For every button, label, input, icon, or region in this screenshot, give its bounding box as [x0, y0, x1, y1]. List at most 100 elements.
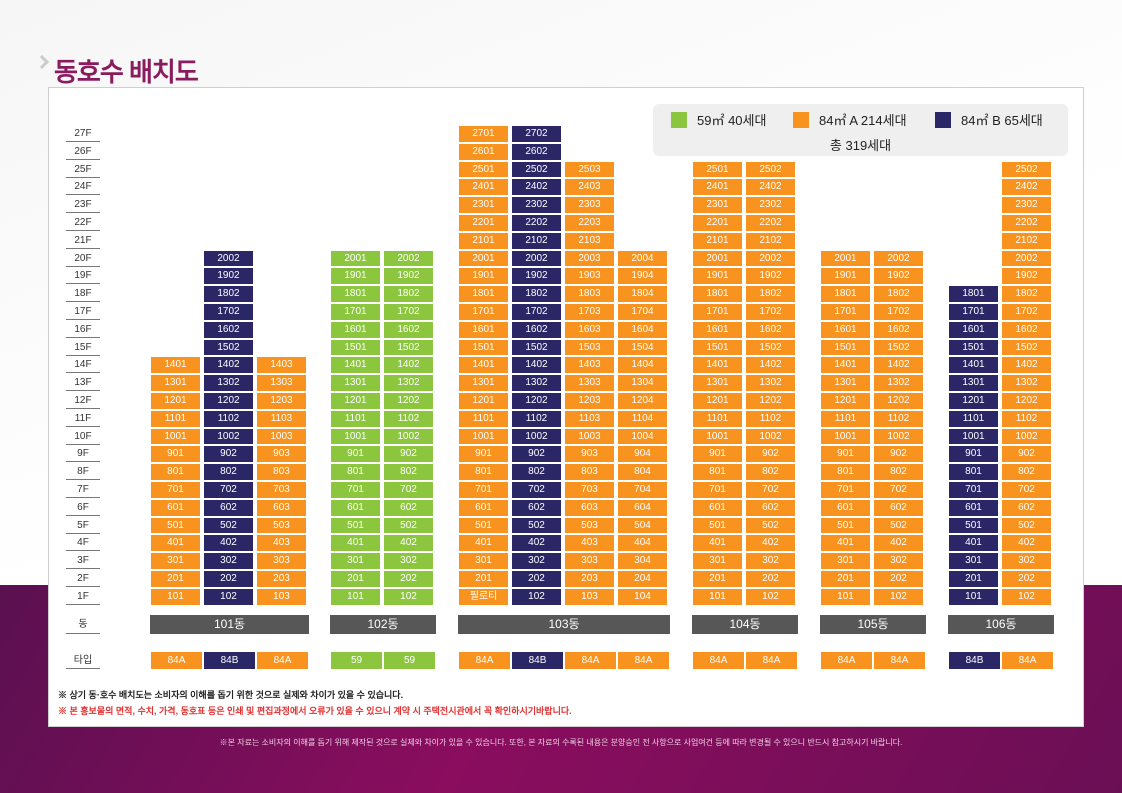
- unit-cell: 1501: [330, 338, 381, 357]
- unit-cell: 601: [820, 498, 871, 517]
- unit-cell: 필로티: [458, 587, 509, 606]
- floor-label-19f: 19F: [66, 267, 100, 285]
- unit-cell: 2702: [511, 125, 562, 143]
- unit-cell: 602: [203, 498, 254, 517]
- unit-cell: 701: [458, 481, 509, 499]
- legend-label-84b: 84㎡ B 65세대: [961, 113, 1043, 128]
- unit-cell: 402: [745, 534, 796, 553]
- unit-cell: 1002: [203, 427, 254, 446]
- unit-cell: 2503: [564, 160, 615, 179]
- unit-cell: 1602: [511, 320, 562, 339]
- unit-cell: 1301: [150, 374, 201, 392]
- unit-cell: 1902: [873, 267, 924, 286]
- unit-cell: 1202: [203, 392, 254, 410]
- unit-cell: 702: [511, 481, 562, 499]
- unit-cell: 1601: [820, 320, 871, 339]
- unit-cell: 2001: [692, 249, 743, 268]
- unit-cell: 802: [873, 463, 924, 481]
- unit-cell: 1401: [820, 356, 871, 375]
- floor-label-11f: 11F: [66, 410, 100, 427]
- unit-cell: 901: [692, 445, 743, 464]
- unit-cell: 301: [150, 552, 201, 570]
- floor-label-27f: 27F: [66, 125, 100, 142]
- type-row-header: 타입: [66, 652, 100, 669]
- unit-cell: 701: [692, 481, 743, 499]
- note-warning: ※ 본 홍보물의 면적, 수치, 가격, 동호표 등은 인쇄 및 편집과정에서 …: [58, 706, 572, 716]
- unit-cell: 101: [948, 587, 999, 606]
- unit-cell: 1201: [692, 392, 743, 410]
- unit-cell: 1702: [1001, 303, 1052, 321]
- unit-cell: 1103: [256, 409, 307, 428]
- unit-cell: 202: [1001, 570, 1052, 588]
- unit-cell: 903: [256, 445, 307, 464]
- unit-cell: 1702: [383, 303, 434, 321]
- unit-cell: 2601: [458, 142, 509, 161]
- unit-cell: 501: [458, 516, 509, 535]
- floor-label-15f: 15F: [66, 339, 100, 356]
- unit-cell: 1404: [617, 356, 668, 375]
- unit-cell: 1702: [203, 303, 254, 321]
- unit-cell: 802: [511, 463, 562, 481]
- unit-cell: 1301: [458, 374, 509, 392]
- unit-cell: 1004: [617, 427, 668, 446]
- unit-cell: 1102: [873, 409, 924, 428]
- unit-cell: 1601: [692, 320, 743, 339]
- unit-cell: 802: [1001, 463, 1052, 481]
- unit-cell: 501: [820, 516, 871, 535]
- unit-cell: 1301: [330, 374, 381, 392]
- unit-cell: 201: [330, 570, 381, 588]
- unit-cell: 403: [564, 534, 615, 553]
- unit-cell: 1901: [692, 267, 743, 286]
- unit-cell: 2202: [745, 214, 796, 232]
- unit-cell: 104: [617, 587, 668, 606]
- type-cell: 84A: [746, 652, 797, 669]
- unit-cell: 1202: [745, 392, 796, 410]
- unit-cell: 402: [383, 534, 434, 553]
- unit-cell: 502: [1001, 516, 1052, 535]
- unit-cell: 1902: [203, 267, 254, 286]
- unit-cell: 701: [150, 481, 201, 499]
- unit-cell: 202: [383, 570, 434, 588]
- unit-cell: 1001: [150, 427, 201, 446]
- type-cell: 84A: [693, 652, 744, 669]
- unit-cell: 1801: [458, 285, 509, 303]
- unit-cell: 1502: [745, 338, 796, 357]
- unit-cell: 1001: [948, 427, 999, 446]
- floor-label-18f: 18F: [66, 285, 100, 303]
- unit-cell: 1901: [458, 267, 509, 286]
- unit-cell: 1501: [948, 338, 999, 357]
- unit-cell: 102: [745, 587, 796, 606]
- floor-label-2f: 2F: [66, 570, 100, 587]
- unit-cell: 1303: [564, 374, 615, 392]
- unit-cell: 1602: [873, 320, 924, 339]
- unit-cell: 1802: [873, 285, 924, 303]
- floor-label-17f: 17F: [66, 303, 100, 320]
- unit-cell: 1301: [820, 374, 871, 392]
- unit-cell: 1003: [256, 427, 307, 446]
- legend-label-59: 59㎡ 40세대: [697, 113, 767, 128]
- unit-cell: 701: [948, 481, 999, 499]
- unit-cell: 302: [383, 552, 434, 570]
- unit-cell: 1902: [383, 267, 434, 286]
- unit-cell: 1001: [692, 427, 743, 446]
- dong-label: 106동: [948, 615, 1054, 634]
- unit-cell: 1704: [617, 303, 668, 321]
- unit-cell: 1602: [1001, 320, 1052, 339]
- unit-cell: 1502: [1001, 338, 1052, 357]
- unit-cell: 902: [511, 445, 562, 464]
- unit-cell: 501: [692, 516, 743, 535]
- type-cell: 84A: [565, 652, 616, 669]
- unit-cell: 501: [330, 516, 381, 535]
- type-cell: 84A: [618, 652, 669, 669]
- unit-cell: 203: [256, 570, 307, 588]
- unit-cell: 1402: [745, 356, 796, 375]
- unit-cell: 902: [1001, 445, 1052, 464]
- unit-cell: 2002: [1001, 249, 1052, 268]
- floor-label-22f: 22F: [66, 214, 100, 231]
- unit-cell: 801: [948, 463, 999, 481]
- dong-label: 104동: [692, 615, 798, 634]
- unit-cell: 101: [150, 587, 201, 606]
- unit-cell: 1202: [1001, 392, 1052, 410]
- dong-label: 105동: [820, 615, 926, 634]
- legend-swatch-59: [671, 111, 687, 128]
